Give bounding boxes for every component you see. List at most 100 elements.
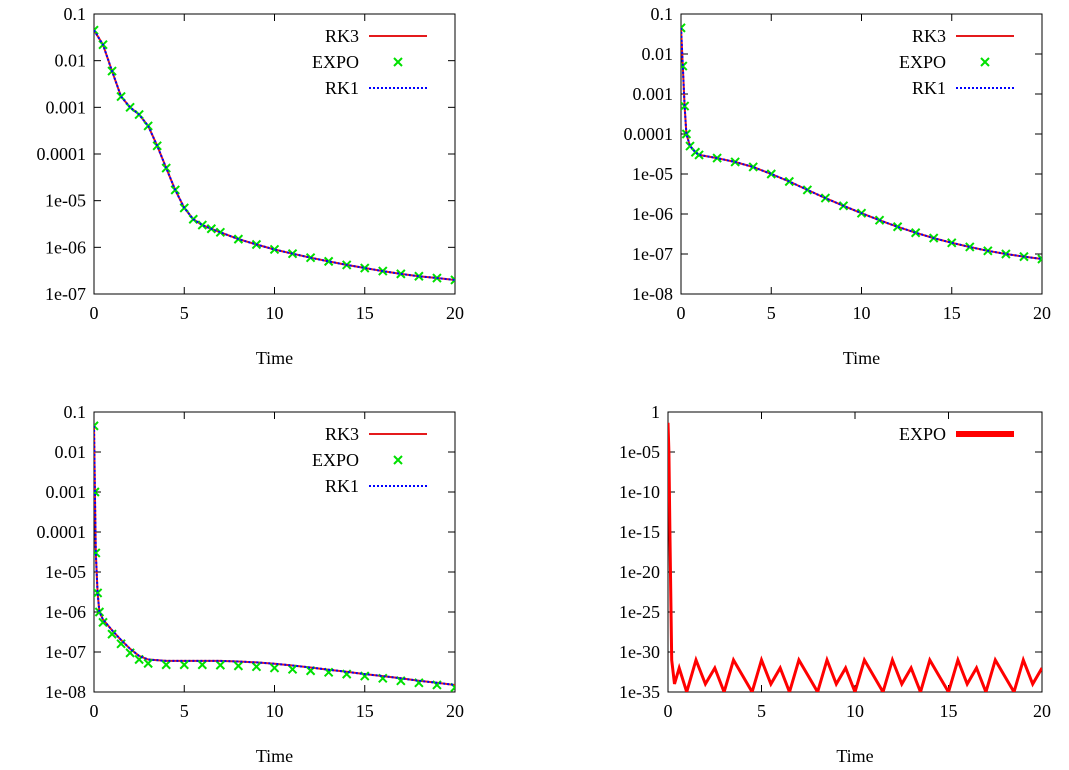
series-line-rk1	[94, 29, 455, 281]
x-tick-label: 5	[180, 303, 189, 323]
expo-point	[197, 220, 208, 230]
x-tick-label: 0	[90, 701, 99, 721]
expo-point	[1037, 254, 1042, 264]
expo-point	[116, 639, 126, 649]
y-tick-label: 0.01	[55, 51, 87, 71]
expo-point	[233, 661, 244, 671]
legend-label: EXPO	[899, 52, 946, 72]
legend-label: EXPO	[312, 52, 359, 72]
y-tick-label: 1e-06	[632, 204, 673, 224]
series-line-rk1	[681, 27, 1042, 260]
x-tick-label: 20	[1033, 303, 1051, 323]
expo-point	[197, 660, 208, 670]
expo-point	[681, 61, 688, 71]
legend-label: RK1	[912, 78, 946, 98]
expo-point	[947, 238, 957, 248]
x-tick-label: 15	[943, 303, 961, 323]
y-tick-label: 0.01	[642, 44, 674, 64]
panel-top-right: 0 5 10 15 20 1e-08 1e-07 1e-06 1e-05 0.0001 0.001 0…	[624, 4, 1052, 368]
y-tick-label: 0.1	[64, 4, 87, 24]
legend-label: RK3	[912, 26, 946, 46]
x-axis-label: Time	[836, 746, 873, 766]
x-tick-label: 20	[446, 303, 464, 323]
expo-point	[251, 661, 262, 672]
x-tick-label: 10	[266, 701, 284, 721]
expo-point	[748, 162, 758, 172]
y-tick-label: 1e-10	[619, 482, 660, 502]
x-axis-label: Time	[843, 348, 880, 368]
y-tick-label: 0.001	[46, 482, 87, 502]
legend-marker-expo	[980, 57, 990, 67]
x-tick-label: 10	[853, 303, 871, 323]
x-tick-label: 20	[1033, 701, 1051, 721]
y-tick-label: 0.001	[46, 97, 87, 117]
legend-label: RK3	[325, 26, 359, 46]
y-tick-label: 0.0001	[37, 144, 87, 164]
panel-bottom-left: 0 5 10 15 20 1e-08 1e-07 1e-06 1e-05 0.0001 0.001 0…	[37, 402, 465, 766]
x-tick-label: 5	[180, 701, 189, 721]
expo-point	[269, 663, 280, 673]
expo-point	[1001, 249, 1011, 259]
expo-point	[694, 150, 704, 160]
legend-marker-expo	[393, 57, 403, 67]
panel-bottom-right: 0 5 10 15 20 1e-35 1e-30 1e-25 1e-20 1e-15 1e-10 1e…	[619, 402, 1051, 766]
panel-top-left: 0 5 10 15 20 1e-07 1e-06 1e-05 0.0001 0.001 0.01 0.…	[37, 4, 465, 368]
y-tick-label: 1e-07	[632, 244, 673, 264]
expo-point	[94, 487, 100, 497]
legend-label: RK3	[325, 424, 359, 444]
series-line-rk3	[681, 27, 1042, 260]
expo-point	[94, 25, 99, 35]
legend-label: RK1	[325, 78, 359, 98]
expo-point	[179, 660, 189, 670]
plot-area	[94, 421, 455, 692]
y-tick-label: 1e-08	[45, 682, 86, 702]
expo-point	[161, 660, 171, 670]
expo-point	[94, 588, 103, 598]
y-tick-label: 1e-08	[632, 284, 673, 304]
y-tick-label: 0.0001	[37, 522, 87, 542]
x-tick-label: 15	[940, 701, 958, 721]
y-tick-label: 0.01	[55, 442, 87, 462]
y-tick-label: 1e-05	[45, 562, 86, 582]
plot-frame	[93, 411, 456, 693]
y-tick-label: 1e-07	[45, 284, 86, 304]
y-tick-label: 1e-06	[45, 602, 86, 622]
expo-point	[215, 227, 226, 238]
x-tick-label: 10	[846, 701, 864, 721]
expo-point	[94, 548, 101, 558]
y-tick-label: 1e-05	[45, 191, 86, 211]
series-line-rk3	[94, 425, 455, 686]
expo-point	[215, 660, 226, 670]
x-tick-label: 10	[266, 303, 284, 323]
expo-point	[396, 269, 406, 279]
expo-point	[323, 256, 334, 267]
legend-label: EXPO	[899, 424, 946, 444]
expo-point	[965, 242, 975, 252]
y-tick-label: 1e-20	[619, 562, 660, 582]
expo-point	[94, 607, 105, 617]
expo-point	[414, 271, 424, 281]
y-tick-label: 0.1	[651, 4, 674, 24]
legend-label: EXPO	[312, 450, 359, 470]
legend-marker-expo	[393, 455, 403, 465]
x-tick-label: 15	[356, 701, 374, 721]
expo-point	[910, 228, 921, 238]
expo-point	[107, 629, 117, 639]
x-tick-label: 15	[356, 303, 374, 323]
x-axis-label: Time	[256, 348, 293, 368]
y-tick-label: 1e-15	[619, 522, 660, 542]
y-tick-label: 0.001	[633, 84, 674, 104]
plot-area	[94, 25, 455, 285]
y-tick-label: 0.1	[64, 402, 87, 422]
expo-point	[143, 658, 153, 669]
expo-point	[98, 617, 108, 628]
series-line-expo	[668, 422, 1042, 692]
plot-frame	[667, 411, 1043, 693]
y-tick-label: 1e-30	[619, 642, 660, 662]
expo-point	[287, 664, 298, 674]
plot-area	[681, 23, 1042, 264]
y-tick-label: 1e-35	[619, 682, 660, 702]
x-tick-label: 0	[664, 701, 673, 721]
y-tick-label: 1e-05	[619, 442, 660, 462]
y-tick-label: 1e-05	[632, 164, 673, 184]
